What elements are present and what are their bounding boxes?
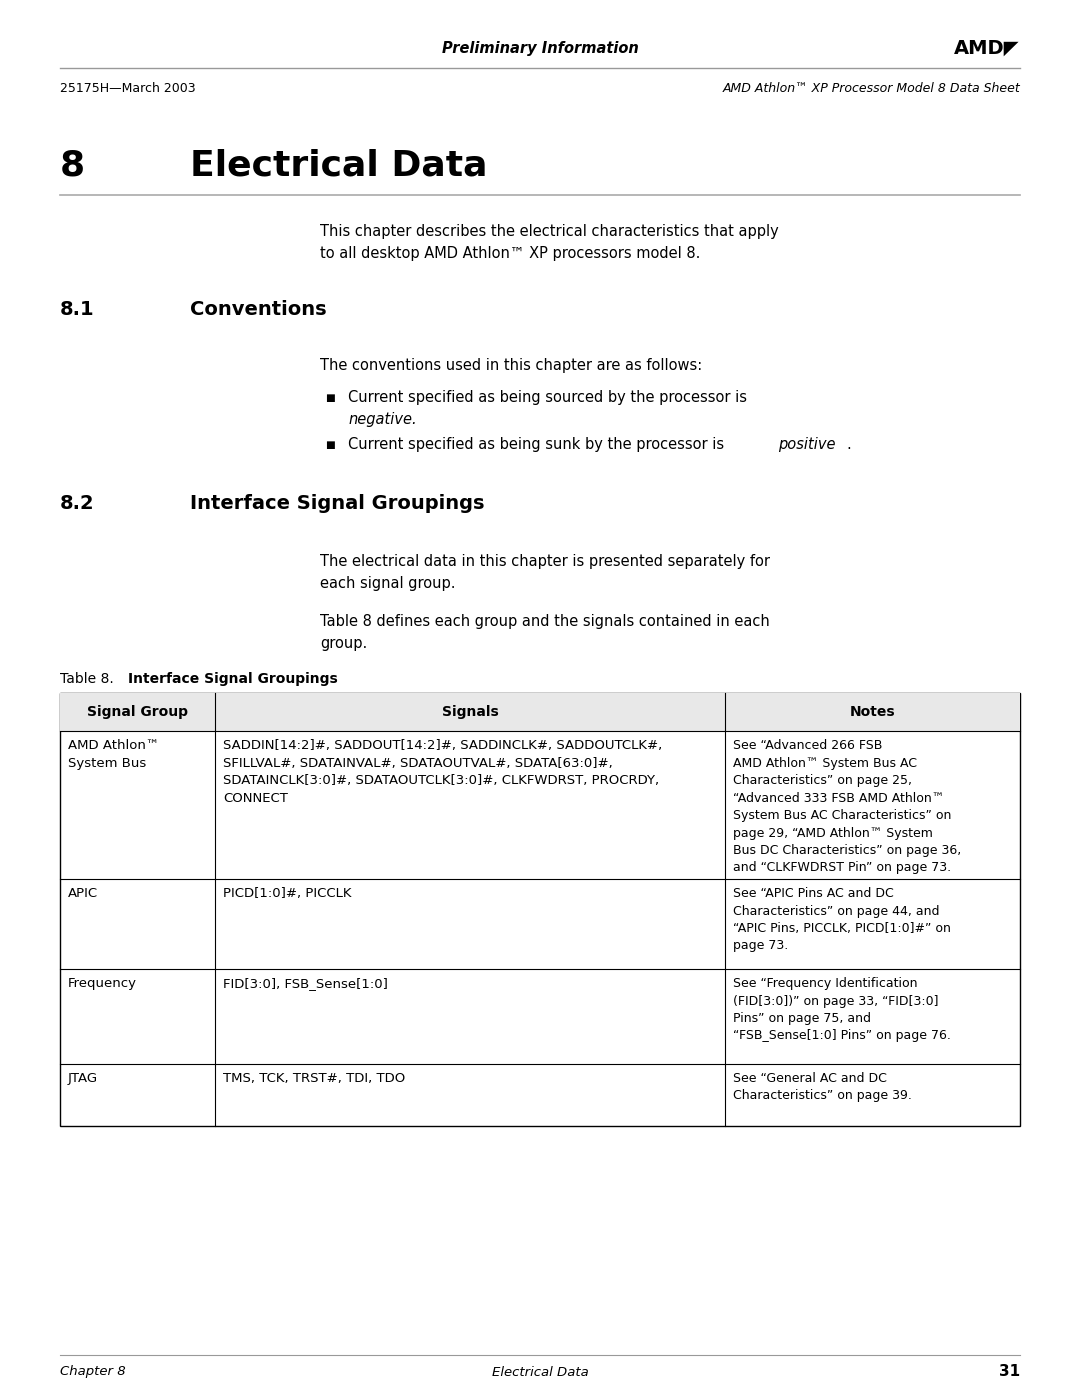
Text: Table 8 defines each group and the signals contained in each: Table 8 defines each group and the signa… (320, 615, 770, 629)
Text: each signal group.: each signal group. (320, 576, 456, 591)
Text: JTAG: JTAG (68, 1071, 98, 1085)
Text: FID[3:0], FSB_Sense[1:0]: FID[3:0], FSB_Sense[1:0] (222, 977, 388, 990)
Text: 8.2: 8.2 (60, 495, 95, 513)
Bar (60, 693, 1020, 1126)
Text: Notes: Notes (850, 705, 895, 719)
Text: .: . (846, 437, 851, 453)
Text: positive: positive (778, 437, 836, 453)
Text: Signal Group: Signal Group (87, 705, 188, 719)
Text: See “APIC Pins AC and DC
Characteristics” on page 44, and
“APIC Pins, PICCLK, PI: See “APIC Pins AC and DC Characteristics… (733, 887, 950, 953)
Text: Signals: Signals (442, 705, 498, 719)
Text: AMD Athlon™
System Bus: AMD Athlon™ System Bus (68, 739, 159, 770)
Text: ■: ■ (325, 440, 335, 450)
Text: PICD[1:0]#, PICCLK: PICD[1:0]#, PICCLK (222, 887, 351, 900)
Text: See “Advanced 266 FSB
AMD Athlon™ System Bus AC
Characteristics” on page 25,
“Ad: See “Advanced 266 FSB AMD Athlon™ System… (733, 739, 961, 875)
Text: APIC: APIC (68, 887, 98, 900)
Text: Current specified as being sourced by the processor is: Current specified as being sourced by th… (348, 390, 747, 405)
Bar (60, 693, 1020, 731)
Text: 25175H—March 2003: 25175H—March 2003 (60, 81, 195, 95)
Text: AMD Athlon™ XP Processor Model 8 Data Sheet: AMD Athlon™ XP Processor Model 8 Data Sh… (723, 81, 1020, 95)
Text: negative.: negative. (348, 412, 417, 427)
Text: 31: 31 (999, 1365, 1020, 1379)
Text: Chapter 8: Chapter 8 (60, 1365, 125, 1379)
Text: AMD◤: AMD◤ (955, 39, 1020, 57)
Text: See “General AC and DC
Characteristics” on page 39.: See “General AC and DC Characteristics” … (733, 1071, 912, 1102)
Text: Frequency: Frequency (68, 977, 137, 990)
Text: Electrical Data: Electrical Data (491, 1365, 589, 1379)
Text: 8: 8 (60, 148, 85, 182)
Text: The conventions used in this chapter are as follows:: The conventions used in this chapter are… (320, 358, 702, 373)
Text: Table 8.: Table 8. (60, 672, 113, 686)
Text: The electrical data in this chapter is presented separately for: The electrical data in this chapter is p… (320, 555, 770, 569)
Text: Interface Signal Groupings: Interface Signal Groupings (129, 672, 338, 686)
Text: SADDIN[14:2]#, SADDOUT[14:2]#, SADDINCLK#, SADDOUTCLK#,
SFILLVAL#, SDATAINVAL#, : SADDIN[14:2]#, SADDOUT[14:2]#, SADDINCLK… (222, 739, 662, 805)
Text: ■: ■ (325, 393, 335, 402)
Text: Current specified as being sunk by the processor is: Current specified as being sunk by the p… (348, 437, 729, 453)
Text: group.: group. (320, 636, 367, 651)
Text: to all desktop AMD Athlon™ XP processors model 8.: to all desktop AMD Athlon™ XP processors… (320, 246, 700, 261)
Text: Preliminary Information: Preliminary Information (442, 41, 638, 56)
Text: This chapter describes the electrical characteristics that apply: This chapter describes the electrical ch… (320, 224, 779, 239)
Text: Electrical Data: Electrical Data (190, 148, 487, 182)
Text: See “Frequency Identification
(FID[3:0])” on page 33, “FID[3:0]
Pins” on page 75: See “Frequency Identification (FID[3:0])… (733, 977, 950, 1042)
Text: TMS, TCK, TRST#, TDI, TDO: TMS, TCK, TRST#, TDI, TDO (222, 1071, 405, 1085)
Text: Conventions: Conventions (190, 300, 326, 319)
Text: Interface Signal Groupings: Interface Signal Groupings (190, 495, 485, 513)
Text: 8.1: 8.1 (60, 300, 95, 319)
